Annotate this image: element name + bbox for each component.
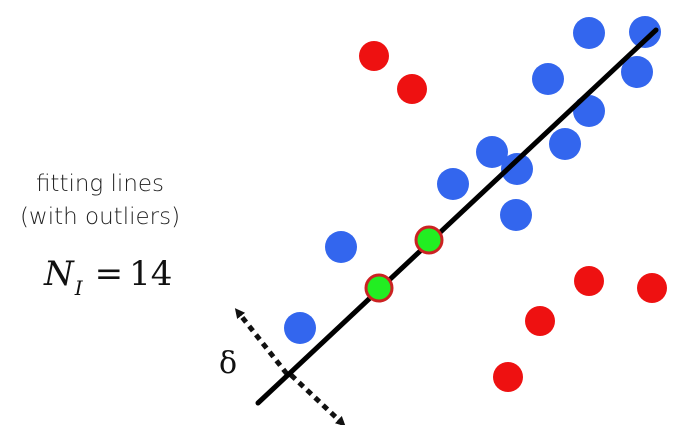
outlier-point (574, 266, 604, 296)
formula-value: 14 (129, 254, 173, 294)
inlier-point (549, 128, 581, 160)
delta-arrow-lower (289, 373, 346, 425)
inlier-point (573, 95, 605, 127)
fitted-line (255, 27, 659, 406)
inlier-point (500, 199, 532, 231)
sample-point (414, 225, 444, 255)
sample-point (364, 273, 394, 303)
inlier-point (532, 63, 564, 95)
inlier-point (629, 16, 661, 48)
caption: fitting lines (with outliers) (0, 168, 200, 234)
outlier-point (397, 74, 427, 104)
outlier-point (525, 306, 555, 336)
formula-variable: N (44, 254, 74, 294)
inlier-point (573, 17, 605, 49)
inlier-count-formula: NI = 14 (44, 254, 173, 300)
caption-line-2: (with outliers) (19, 204, 181, 230)
inlier-point (501, 153, 533, 185)
inlier-point (621, 56, 653, 88)
inlier-point (476, 136, 508, 168)
inlier-point (325, 231, 357, 263)
caption-line-1: fitting lines (35, 171, 165, 197)
inlier-point (437, 168, 469, 200)
delta-symbol: δ (219, 346, 238, 381)
inlier-point (284, 312, 316, 344)
outlier-point (493, 362, 523, 392)
formula-equals: = (94, 254, 124, 294)
delta-arrow-upper (234, 308, 289, 376)
outlier-point (637, 273, 667, 303)
formula-subscript: I (74, 276, 83, 300)
outlier-point (359, 41, 389, 71)
